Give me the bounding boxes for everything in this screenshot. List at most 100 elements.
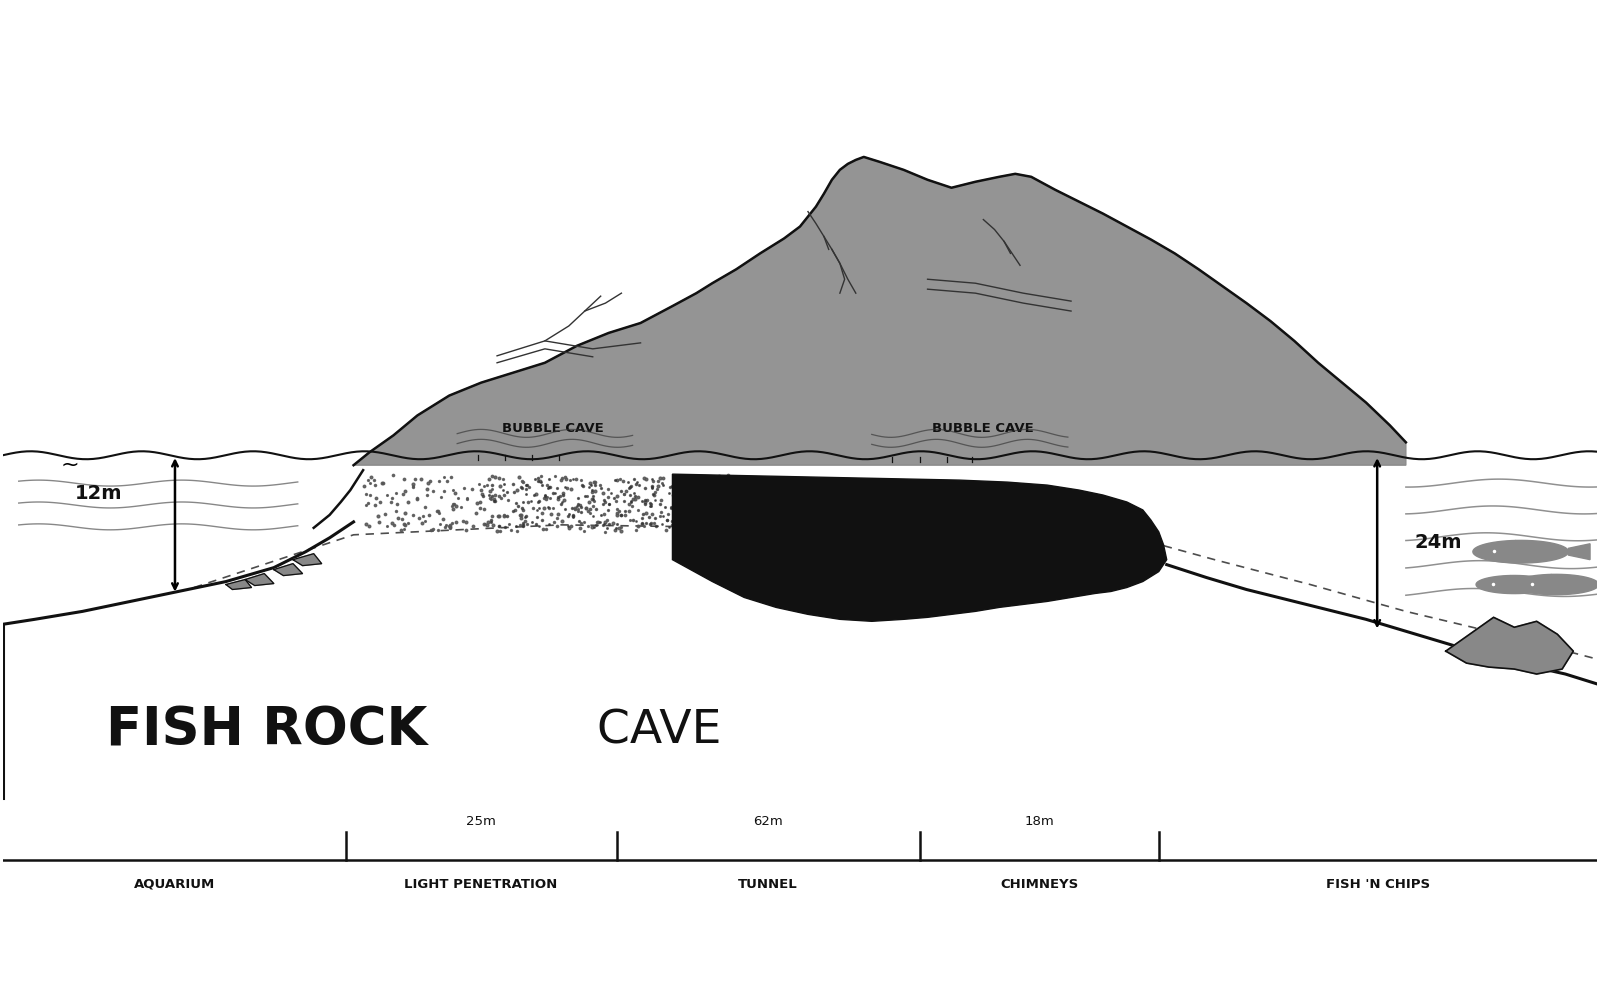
Point: [486, 488, 512, 504]
Point: [542, 485, 568, 501]
Point: [605, 472, 630, 488]
Point: [510, 515, 536, 531]
Point: [602, 490, 627, 506]
Point: [645, 481, 670, 497]
Point: [672, 481, 698, 497]
Point: [606, 503, 632, 519]
Point: [533, 521, 558, 537]
Point: [565, 496, 590, 512]
Point: [608, 507, 634, 523]
Point: [362, 472, 387, 488]
Point: [430, 511, 456, 527]
Point: [496, 516, 522, 532]
Point: [544, 510, 570, 526]
Point: [509, 479, 534, 495]
Point: [518, 493, 544, 509]
Point: [557, 472, 582, 488]
Point: [392, 517, 418, 533]
Point: [477, 471, 502, 487]
Point: [624, 474, 650, 490]
Point: [675, 490, 701, 506]
Text: 12m: 12m: [75, 484, 122, 503]
Point: [589, 507, 614, 523]
Point: [669, 490, 694, 506]
Point: [555, 518, 581, 534]
Polygon shape: [1499, 575, 1510, 581]
Point: [352, 516, 378, 532]
Point: [626, 502, 651, 518]
Point: [579, 519, 605, 535]
Point: [670, 509, 696, 525]
Point: [486, 523, 512, 539]
Point: [533, 488, 558, 504]
Point: [661, 506, 686, 522]
Point: [558, 481, 584, 497]
Point: [570, 477, 595, 493]
Point: [549, 472, 574, 488]
Point: [408, 515, 434, 531]
Point: [566, 497, 592, 513]
Point: [440, 498, 466, 514]
Point: [682, 518, 707, 534]
Point: [384, 496, 410, 512]
Point: [611, 493, 637, 509]
Point: [400, 476, 426, 492]
Point: [683, 495, 709, 511]
Point: [677, 494, 702, 510]
Point: [608, 483, 634, 499]
Point: [536, 516, 562, 532]
Point: [608, 519, 634, 535]
Point: [368, 494, 394, 510]
Point: [675, 488, 701, 504]
Point: [619, 494, 645, 510]
Point: [629, 493, 654, 509]
Point: [709, 515, 734, 531]
Point: [434, 473, 459, 489]
Point: [704, 521, 730, 537]
Point: [525, 473, 550, 489]
Point: [501, 476, 526, 492]
Point: [536, 500, 562, 516]
Point: [654, 512, 680, 528]
Point: [541, 514, 566, 530]
Polygon shape: [1501, 540, 1515, 547]
Point: [670, 502, 696, 518]
Point: [667, 491, 693, 507]
Point: [605, 507, 630, 523]
Polygon shape: [1474, 540, 1568, 563]
Text: AQUARIUM: AQUARIUM: [133, 878, 214, 891]
Point: [477, 483, 502, 499]
Point: [656, 485, 682, 501]
Point: [392, 505, 418, 521]
Point: [448, 499, 474, 515]
Point: [661, 518, 686, 534]
Point: [514, 486, 539, 502]
Point: [544, 480, 570, 496]
Point: [582, 474, 608, 490]
Point: [421, 483, 446, 499]
Point: [658, 500, 683, 516]
Point: [442, 496, 467, 512]
Point: [654, 512, 680, 528]
Point: [592, 514, 618, 530]
Point: [459, 481, 485, 497]
Text: BUBBLE CAVE: BUBBLE CAVE: [933, 422, 1034, 435]
Point: [648, 508, 674, 524]
Point: [650, 516, 675, 532]
Point: [549, 496, 574, 512]
Point: [504, 523, 530, 539]
Point: [710, 470, 736, 486]
Point: [416, 475, 442, 491]
Point: [698, 470, 723, 486]
Point: [587, 477, 613, 493]
Point: [477, 487, 502, 503]
Polygon shape: [226, 580, 251, 589]
Point: [626, 518, 651, 534]
Point: [512, 513, 538, 529]
Point: [426, 522, 451, 538]
Point: [632, 492, 658, 508]
Point: [381, 467, 406, 483]
Point: [590, 496, 616, 512]
Point: [672, 503, 698, 519]
Point: [710, 476, 736, 492]
